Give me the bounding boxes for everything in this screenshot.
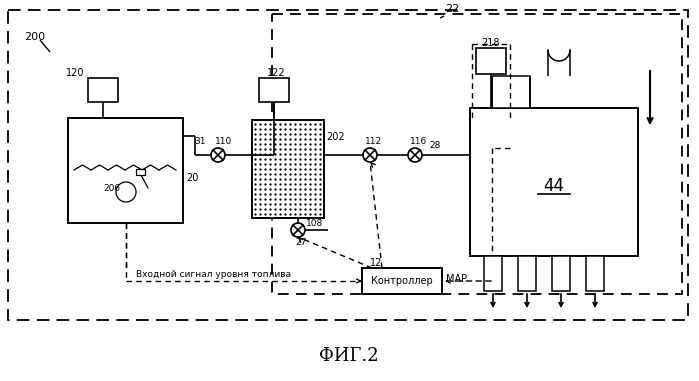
Text: 202: 202 <box>326 132 345 142</box>
Text: 120: 120 <box>66 68 85 78</box>
Bar <box>272 14 682 294</box>
Bar <box>470 108 638 256</box>
Text: 122: 122 <box>267 68 286 78</box>
Bar <box>492 76 530 108</box>
Text: 12: 12 <box>370 258 382 268</box>
Bar <box>136 169 145 175</box>
Bar <box>68 118 183 223</box>
Circle shape <box>211 148 225 162</box>
Bar <box>552 256 570 291</box>
Circle shape <box>116 182 136 202</box>
Bar <box>362 268 442 294</box>
Text: 116: 116 <box>410 137 427 146</box>
Text: 28: 28 <box>429 141 440 150</box>
Text: Входной сигнал уровня топлива: Входной сигнал уровня топлива <box>136 270 291 279</box>
Bar <box>586 256 604 291</box>
Bar <box>476 48 506 74</box>
Bar <box>518 256 536 291</box>
Text: 20: 20 <box>186 173 199 183</box>
Text: 22: 22 <box>445 4 459 14</box>
Bar <box>484 256 502 291</box>
Circle shape <box>408 148 422 162</box>
Bar <box>252 120 324 218</box>
Text: 44: 44 <box>544 177 565 195</box>
Bar <box>259 78 289 102</box>
Text: 108: 108 <box>306 219 323 229</box>
Text: 31: 31 <box>194 137 206 146</box>
Text: 112: 112 <box>365 137 382 146</box>
Text: 27: 27 <box>295 238 306 247</box>
Text: 200: 200 <box>24 32 45 42</box>
Circle shape <box>363 148 377 162</box>
Bar <box>8 10 688 320</box>
Text: ФИГ.2: ФИГ.2 <box>319 347 379 365</box>
Text: MAP: MAP <box>446 274 467 284</box>
Bar <box>88 78 118 102</box>
Text: 206: 206 <box>103 184 120 193</box>
Text: Контроллер: Контроллер <box>371 276 433 286</box>
Text: 218: 218 <box>481 38 500 48</box>
Text: 110: 110 <box>215 137 232 146</box>
Circle shape <box>291 223 305 237</box>
